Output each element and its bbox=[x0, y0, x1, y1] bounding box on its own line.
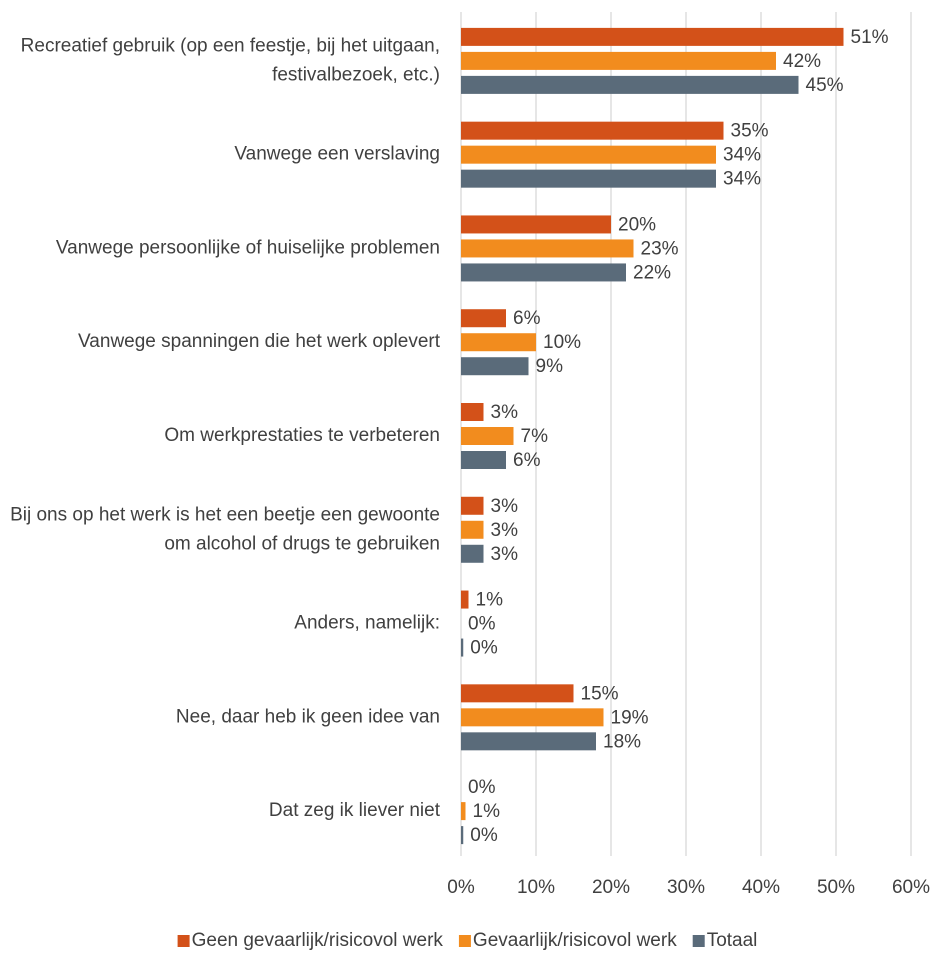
bar bbox=[461, 215, 611, 234]
bar bbox=[461, 333, 536, 352]
data-label: 19% bbox=[611, 707, 649, 728]
legend-label: Gevaarlijk/risicovol werk bbox=[473, 930, 677, 951]
bar bbox=[461, 496, 484, 515]
bar bbox=[461, 590, 469, 609]
data-label: 6% bbox=[513, 308, 541, 329]
bar bbox=[461, 309, 506, 328]
x-tick-label: 50% bbox=[817, 877, 855, 898]
x-tick-label: 40% bbox=[742, 877, 780, 898]
x-tick-label: 30% bbox=[667, 877, 705, 898]
data-label: 9% bbox=[536, 356, 564, 377]
data-label: 0% bbox=[468, 614, 496, 635]
bar bbox=[461, 638, 464, 657]
bar bbox=[461, 427, 514, 445]
legend-item: Gevaarlijk/risicovol werk bbox=[458, 930, 677, 951]
data-label: 45% bbox=[806, 75, 844, 96]
bar bbox=[461, 169, 716, 188]
data-label: 10% bbox=[543, 332, 581, 353]
category-label: Dat zeg ik liever niet bbox=[269, 800, 441, 821]
bar bbox=[461, 121, 724, 140]
category-label: Vanwege spanningen die het werk oplevert bbox=[78, 331, 441, 352]
x-tick-label: 20% bbox=[592, 877, 630, 898]
category-label: Bij ons op het werk is het een beetje ee… bbox=[10, 504, 440, 554]
data-label: 1% bbox=[473, 801, 501, 822]
data-label: 42% bbox=[783, 51, 821, 72]
bar bbox=[461, 708, 604, 727]
data-label: 0% bbox=[470, 825, 498, 846]
data-label: 0% bbox=[470, 638, 498, 659]
data-label: 0% bbox=[468, 777, 496, 798]
data-label: 3% bbox=[491, 544, 519, 565]
legend-item: Totaal bbox=[692, 930, 758, 951]
legend-label: Totaal bbox=[707, 930, 758, 951]
bar bbox=[461, 732, 596, 751]
bar bbox=[461, 802, 466, 821]
data-label: 51% bbox=[851, 27, 889, 48]
bar bbox=[461, 51, 776, 70]
bar bbox=[461, 544, 484, 563]
bar bbox=[461, 451, 506, 469]
legend-swatch bbox=[692, 935, 705, 947]
x-tick-label: 10% bbox=[517, 877, 555, 898]
data-label: 20% bbox=[618, 214, 656, 235]
bar bbox=[461, 403, 484, 421]
bar bbox=[461, 520, 484, 539]
category-label: Nee, daar heb ik geen idee van bbox=[176, 706, 440, 727]
bar bbox=[461, 239, 634, 258]
x-tick-label: 60% bbox=[892, 877, 930, 898]
x-tick-label: 0% bbox=[447, 877, 475, 898]
legend-swatch bbox=[458, 935, 471, 947]
legend-item: Geen gevaarlijk/risicovol werk bbox=[177, 930, 444, 951]
bar bbox=[461, 357, 529, 376]
data-label: 35% bbox=[731, 121, 769, 142]
legend-swatch bbox=[177, 935, 190, 947]
data-label: 22% bbox=[633, 262, 671, 283]
category-label: Anders, namelijk: bbox=[294, 613, 440, 634]
data-label: 1% bbox=[476, 590, 504, 611]
data-label: 34% bbox=[723, 145, 761, 166]
category-label: Recreatief gebruik (op een feestje, bij … bbox=[21, 35, 440, 85]
data-label: 6% bbox=[513, 450, 541, 471]
data-label: 15% bbox=[581, 683, 619, 704]
data-label: 3% bbox=[491, 520, 519, 541]
bar bbox=[461, 684, 574, 703]
data-label: 18% bbox=[603, 731, 641, 752]
data-label: 23% bbox=[641, 238, 679, 259]
data-label: 7% bbox=[521, 426, 549, 447]
bar bbox=[461, 27, 844, 46]
data-label: 3% bbox=[491, 496, 519, 517]
bar bbox=[461, 75, 799, 94]
category-label: Om werkprestaties te verbeteren bbox=[164, 425, 440, 446]
bar bbox=[461, 263, 626, 282]
data-label: 34% bbox=[723, 169, 761, 190]
category-label: Vanwege een verslaving bbox=[234, 144, 440, 165]
data-label: 3% bbox=[491, 402, 519, 423]
bar bbox=[461, 826, 464, 845]
category-label: Vanwege persoonlijke of huiselijke probl… bbox=[56, 237, 440, 258]
legend-label: Geen gevaarlijk/risicovol werk bbox=[192, 930, 444, 951]
bar bbox=[461, 145, 716, 164]
